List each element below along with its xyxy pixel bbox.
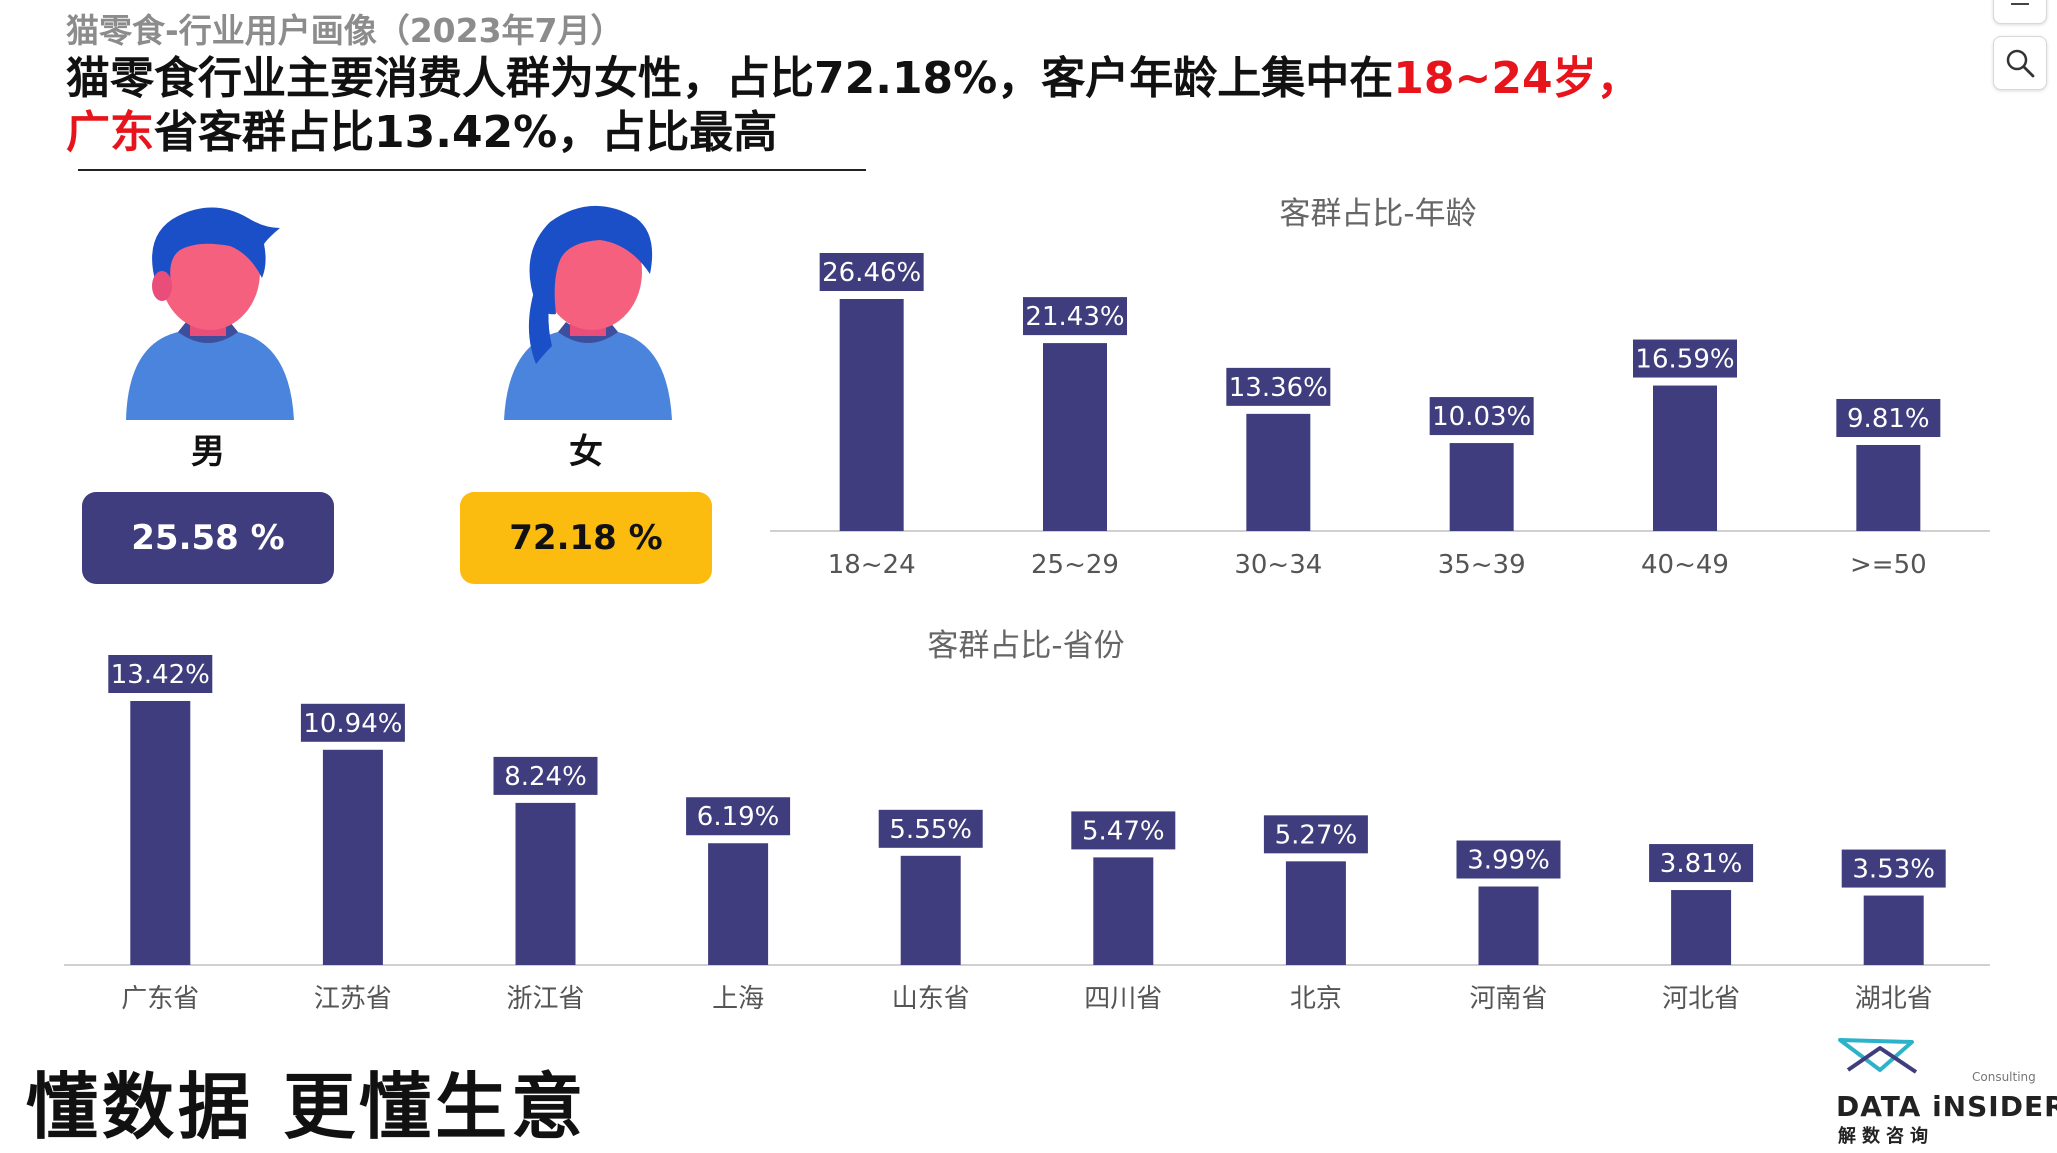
search-button[interactable] <box>1993 36 2047 90</box>
province-data-label: 10.94% <box>303 709 402 739</box>
province-data-label: 3.99% <box>1467 846 1550 876</box>
province-data-label: 3.53% <box>1852 855 1935 885</box>
province-tick-label: 江苏省 <box>314 984 392 1014</box>
province-data-label-box <box>1263 815 1368 854</box>
province-bar <box>1671 890 1732 965</box>
province-tick-label: 河北省 <box>1662 984 1740 1014</box>
headline-highlight-province: 广东 <box>66 107 154 158</box>
age-bar <box>1449 443 1514 531</box>
data-insider-logo: Consulting DATA iNSIDER 解数咨询 <box>1836 1034 2057 1147</box>
age-chart-title: 客群占比-年龄 <box>1279 196 1477 232</box>
headline: 猫零食行业主要消费人群为女性，占比72.18%，客户年龄上集中在18~24岁， … <box>66 52 1641 160</box>
province-data-label: 5.27% <box>1275 820 1358 850</box>
age-tick-label: 30~34 <box>1234 550 1322 580</box>
age-tick-label: 35~39 <box>1438 550 1526 580</box>
age-tick-label: 40~49 <box>1641 550 1729 580</box>
male-label: 男 <box>191 432 225 472</box>
logo-name: DATA iNSIDER <box>1836 1090 2057 1123</box>
headline-highlight-age: 18~24岁， <box>1393 53 1641 104</box>
age-data-label: 10.03% <box>1432 402 1531 432</box>
province-data-label-box <box>300 703 405 742</box>
province-data-label: 13.42% <box>111 660 210 690</box>
province-data-label: 5.47% <box>1082 816 1165 846</box>
female-avatar-icon <box>504 205 672 420</box>
province-data-label-box <box>108 655 213 693</box>
province-data-label: 3.81% <box>1660 849 1743 879</box>
logo-chinese-name: 解数咨询 <box>1838 1126 1934 1147</box>
age-data-label-box <box>819 253 924 291</box>
age-bar <box>1653 385 1717 531</box>
age-data-label: 13.36% <box>1229 373 1328 403</box>
province-data-label: 6.19% <box>697 802 780 832</box>
age-data-label-box <box>1429 397 1534 436</box>
province-tick-label: 浙江省 <box>506 984 584 1014</box>
age-data-label: 9.81% <box>1847 404 1930 434</box>
province-bar <box>322 749 383 965</box>
province-bar <box>130 701 191 965</box>
logo-consulting: Consulting <box>1972 1070 2036 1084</box>
province-data-label-box <box>686 797 791 836</box>
province-data-label-box <box>1649 844 1754 883</box>
province-tick-label: 湖北省 <box>1855 984 1933 1014</box>
province-bar <box>515 802 576 965</box>
share-icon <box>2011 3 2029 5</box>
province-tick-label: 北京 <box>1290 984 1342 1014</box>
search-icon <box>2006 49 2035 78</box>
province-chart-title: 客群占比-省份 <box>927 628 1125 664</box>
age-data-label-box <box>1023 297 1127 336</box>
page-subtitle: 猫零食-行业用户画像（2023年7月） <box>66 11 624 50</box>
province-tick-label: 广东省 <box>121 984 199 1014</box>
province-data-label-box <box>878 809 983 848</box>
female-label: 女 <box>569 432 603 472</box>
province-tick-label: 山东省 <box>892 984 970 1014</box>
headline-part2: 省客群占比13.42%，占比最高 <box>154 107 778 158</box>
age-data-label: 21.43% <box>1025 302 1124 332</box>
province-data-label-box <box>1456 840 1561 879</box>
age-data-label-box <box>1836 398 1941 437</box>
province-data-label: 5.55% <box>889 815 972 845</box>
slogan: 懂数据 更懂生意 <box>26 1065 588 1149</box>
age-data-label-box <box>1633 339 1737 378</box>
age-bar <box>1043 343 1107 531</box>
headline-part1: 猫零食行业主要消费人群为女性，占比72.18%，客户年龄上集中在 <box>66 53 1394 104</box>
age-data-label-box <box>1226 367 1331 406</box>
age-data-label: 16.59% <box>1635 345 1734 375</box>
province-data-label-box <box>1841 849 1946 888</box>
age-bar <box>1246 413 1311 531</box>
headline-divider <box>78 169 866 171</box>
female-share-pill: 72.18 % <box>460 492 712 584</box>
age-data-label: 26.46% <box>822 258 921 288</box>
share-button[interactable] <box>1993 0 2047 24</box>
logo-mark-icon <box>1838 1038 1918 1074</box>
male-avatar-icon <box>126 207 294 420</box>
male-share-pill: 25.58 % <box>82 492 334 584</box>
province-bar <box>708 843 769 965</box>
age-tick-label: 25~29 <box>1031 550 1119 580</box>
province-data-label-box <box>1071 811 1176 850</box>
province-bar <box>900 855 961 965</box>
province-data-label: 8.24% <box>504 762 587 792</box>
province-tick-label: 上海 <box>712 984 764 1014</box>
province-bar <box>1093 857 1154 965</box>
age-bar <box>1856 444 1921 531</box>
province-bar <box>1478 886 1539 965</box>
province-bar <box>1285 861 1346 965</box>
province-data-label-box <box>493 756 598 795</box>
age-bar <box>839 299 904 531</box>
age-tick-label: 18~24 <box>828 550 916 580</box>
province-bar <box>1863 895 1924 965</box>
province-tick-label: 四川省 <box>1084 984 1162 1014</box>
age-tick-label: >=50 <box>1850 550 1927 580</box>
province-tick-label: 河南省 <box>1469 984 1547 1014</box>
